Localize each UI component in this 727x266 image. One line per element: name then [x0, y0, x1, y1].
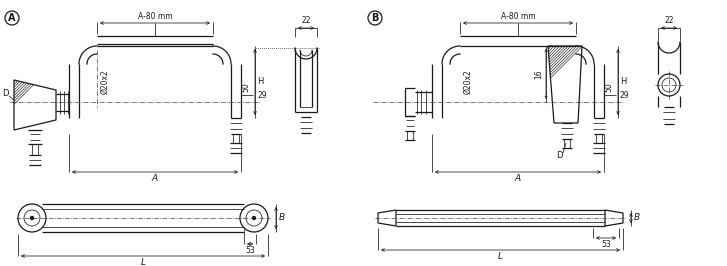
Text: 50: 50: [604, 82, 613, 92]
Text: B: B: [371, 13, 379, 23]
Text: H: H: [257, 77, 263, 86]
Text: 53: 53: [601, 240, 611, 249]
Circle shape: [31, 217, 33, 219]
Text: H: H: [620, 77, 627, 86]
Text: A: A: [8, 13, 16, 23]
Text: A: A: [152, 174, 158, 183]
Text: L: L: [140, 258, 145, 266]
Text: 53: 53: [245, 246, 255, 255]
Text: D: D: [555, 152, 562, 160]
Text: 22: 22: [664, 16, 674, 25]
Text: B: B: [634, 214, 640, 222]
Text: Ø20x2: Ø20x2: [100, 70, 110, 94]
Text: A: A: [515, 174, 521, 183]
Text: A-80 mm: A-80 mm: [137, 12, 172, 21]
Text: 29: 29: [257, 90, 267, 99]
Text: 29: 29: [620, 90, 630, 99]
Circle shape: [252, 217, 255, 219]
Text: 16: 16: [534, 69, 543, 79]
Text: Ø20x2: Ø20x2: [464, 70, 473, 94]
Text: A-80 mm: A-80 mm: [501, 12, 535, 21]
Text: L: L: [498, 252, 503, 261]
Text: D: D: [1, 89, 8, 98]
Text: B: B: [279, 214, 285, 222]
Text: 22: 22: [301, 16, 310, 25]
Text: 50: 50: [241, 82, 250, 92]
